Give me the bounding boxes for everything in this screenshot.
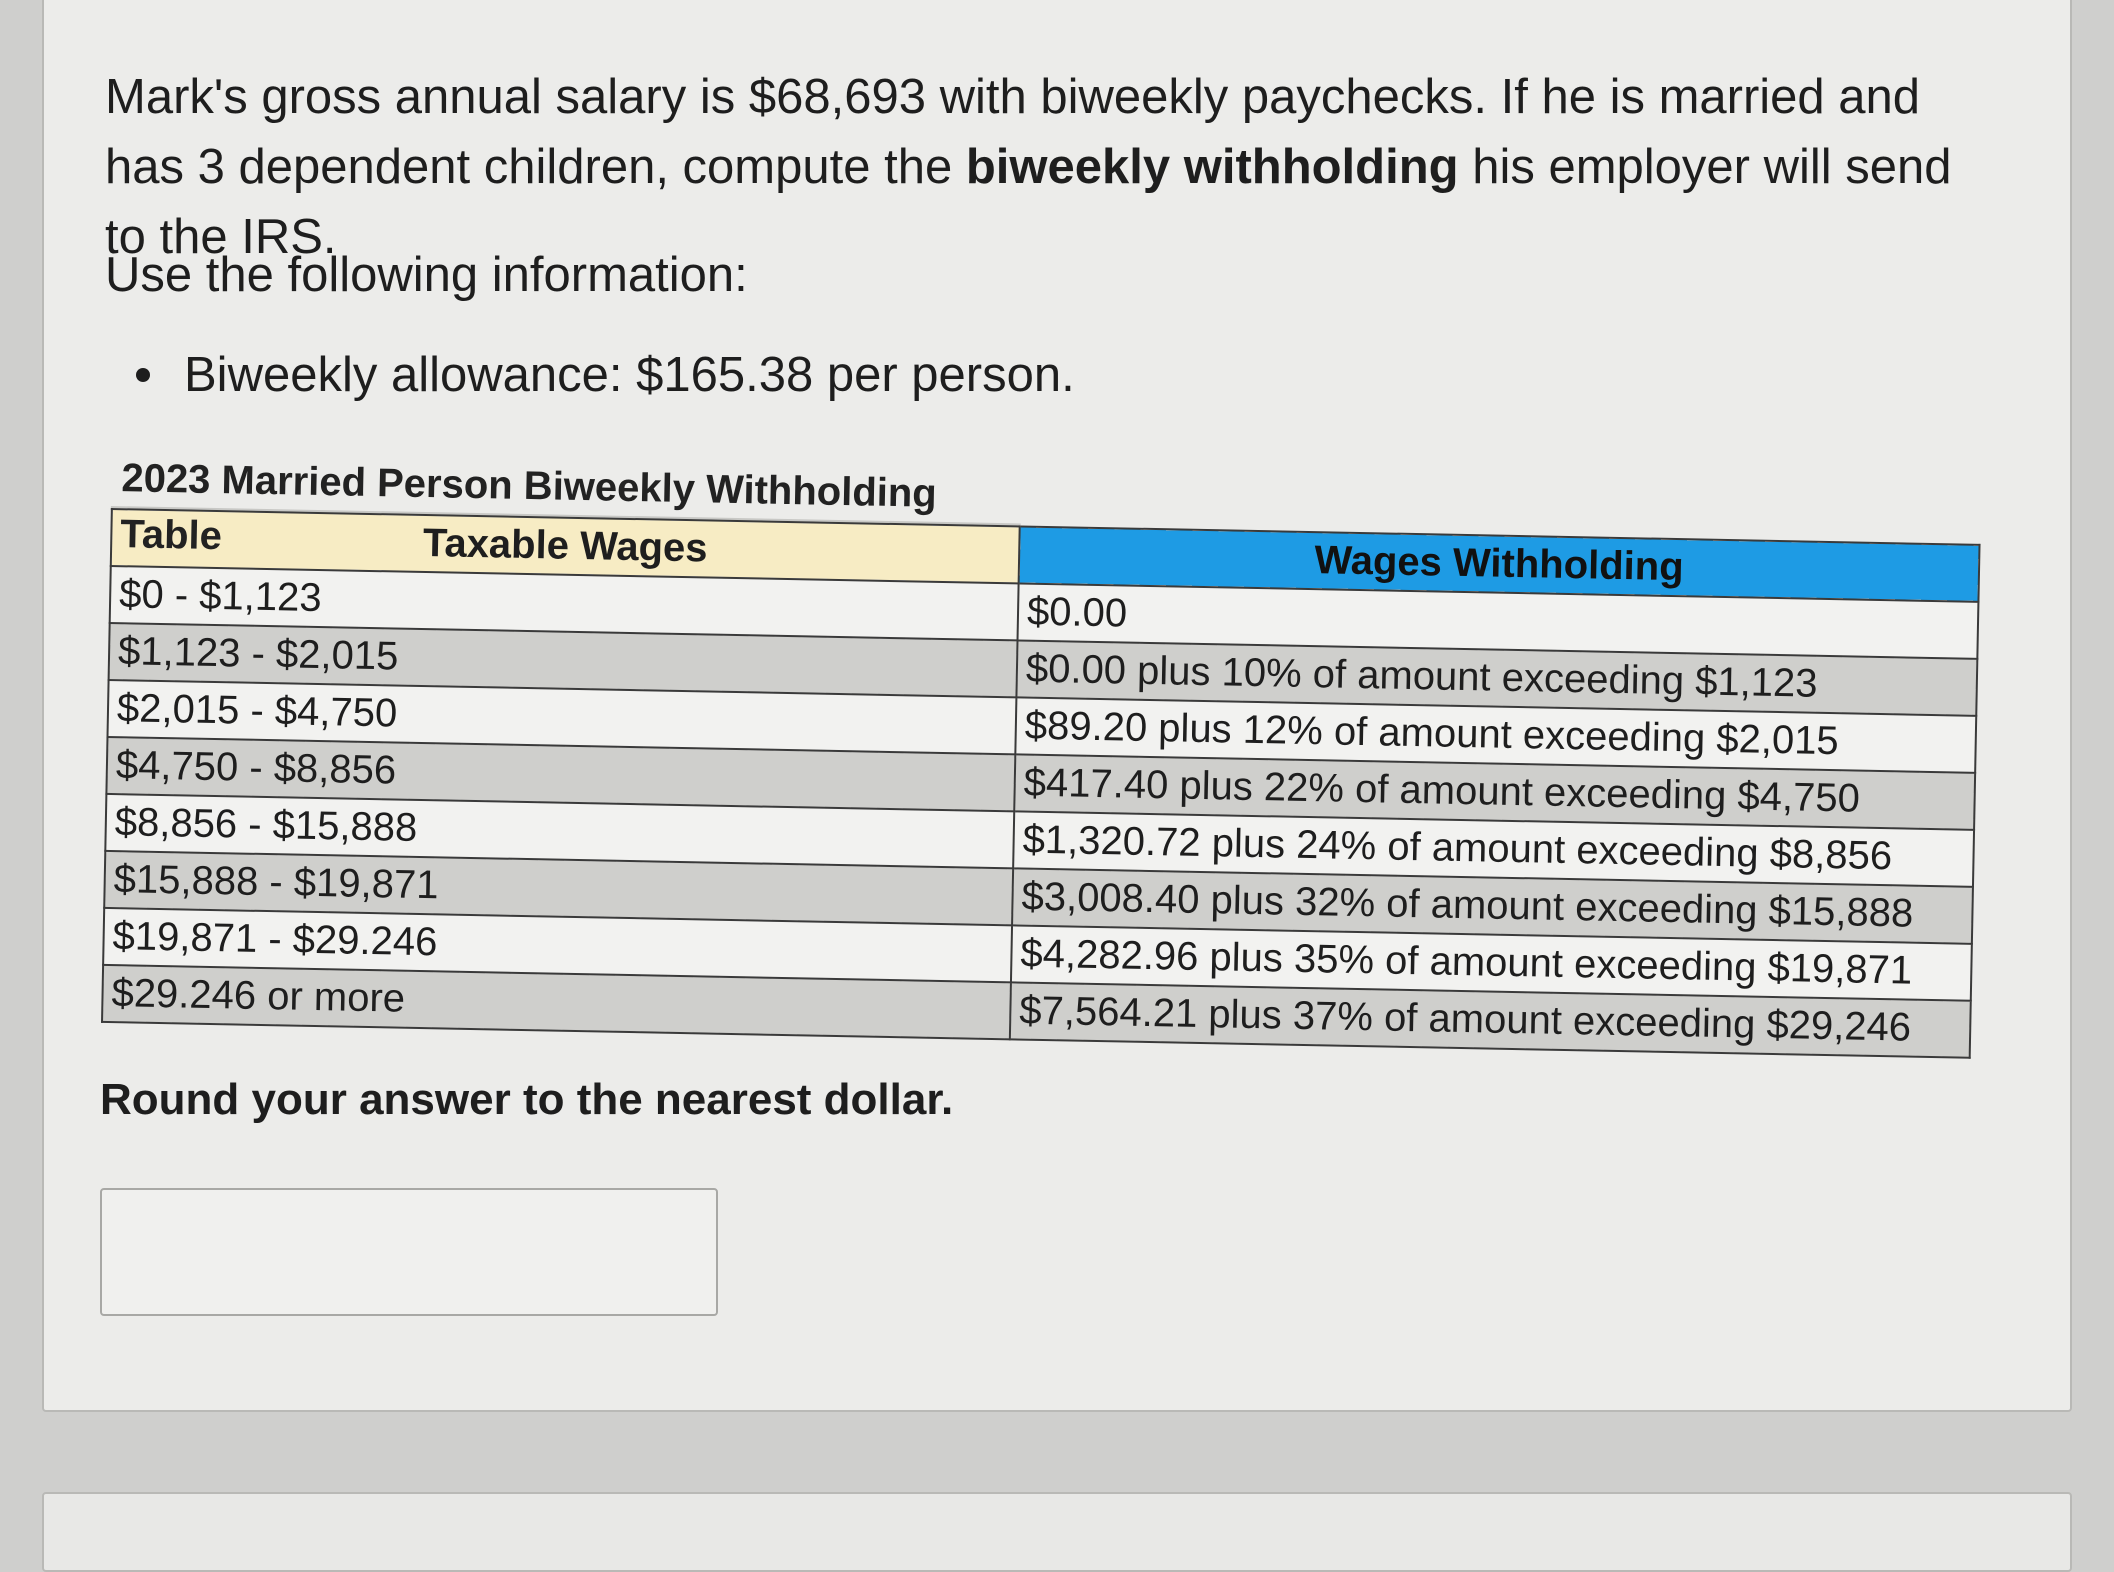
list-item: Biweekly allowance: $165.38 per person.: [130, 340, 1075, 410]
question-text: Mark's gross annual salary is $68,693 wi…: [105, 62, 1985, 272]
withholding-table-container: 2023 Married Person Biweekly Withholding…: [101, 450, 1982, 1059]
question-text-part1: Mark's gross annual salary is $68,693 wi…: [105, 70, 1921, 194]
withholding-table: Taxable Wages Wages Withholding $0 - $1,…: [101, 508, 1981, 1059]
question-text-part2: his employer will send to the IRS.: [105, 140, 1952, 264]
question-text-emphasis: biweekly withholding: [965, 140, 1459, 194]
round-instruction: Round your answer to the nearest dollar.: [100, 1075, 954, 1124]
bullet-icon: [136, 368, 150, 382]
list-item-text: Biweekly allowance: $165.38 per person.: [184, 348, 1075, 402]
info-list: Biweekly allowance: $165.38 per person.: [130, 340, 1075, 410]
next-question-panel: [42, 1492, 2072, 1572]
intro-text: Use the following information:: [105, 248, 748, 302]
answer-input[interactable]: [100, 1188, 718, 1316]
